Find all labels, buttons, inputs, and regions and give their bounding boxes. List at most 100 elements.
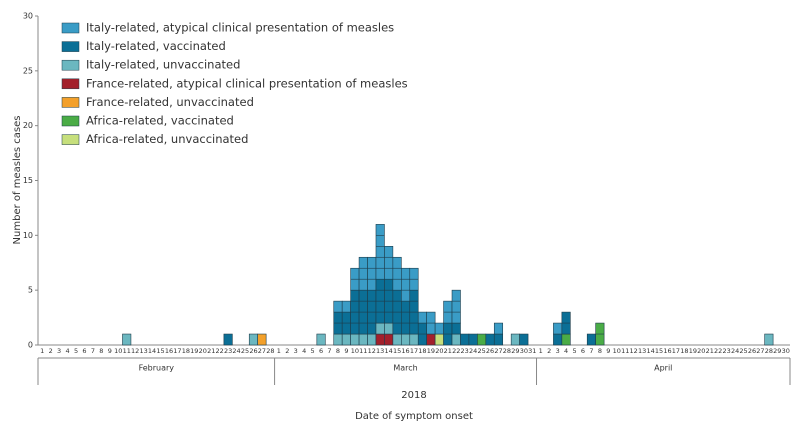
x-tick-label: 18: [680, 347, 688, 355]
bar-segment: [392, 333, 402, 346]
bar-segment: [401, 267, 411, 302]
x-tick-label: 24: [232, 347, 240, 355]
x-tick-label: 23: [224, 347, 232, 355]
bar-segment: [401, 300, 411, 335]
x-tick-label: 11: [621, 347, 629, 355]
bar-segment: [375, 322, 385, 335]
x-tick-label: 11: [359, 347, 367, 355]
bar-segment: [417, 311, 427, 324]
legend-swatch: [61, 41, 80, 52]
x-tick-label: 16: [663, 347, 671, 355]
legend-label: Africa-related, unvaccinated: [86, 132, 248, 146]
bar-segment: [561, 333, 571, 346]
x-tick-label: 5: [311, 347, 315, 355]
bar-segment: [553, 333, 563, 346]
legend-swatch: [61, 22, 80, 34]
bar-segment: [477, 333, 487, 346]
x-tick-label: 19: [427, 347, 435, 355]
x-tick-label: 30: [520, 347, 528, 355]
x-tick-label: 2: [285, 347, 289, 355]
x-tick-label: 2: [547, 347, 551, 355]
x-tick-label: 8: [336, 347, 340, 355]
bar-segment: [122, 333, 132, 346]
x-tick-label: 18: [182, 347, 190, 355]
x-tick-label: 27: [494, 347, 502, 355]
x-tick-label: 3: [294, 347, 298, 355]
x-tick-label: 5: [74, 347, 78, 355]
bar-segment: [367, 333, 377, 346]
bar-segment: [367, 256, 377, 291]
x-tick-label: 20: [199, 347, 207, 355]
x-tick-label: 16: [401, 347, 409, 355]
x-tick-label: 13: [376, 347, 384, 355]
x-tick-label: 23: [722, 347, 730, 355]
x-tick-label: 23: [461, 347, 469, 355]
bar-segment: [333, 300, 343, 313]
bar-segment: [341, 333, 351, 346]
y-tick-label: 15: [23, 176, 33, 185]
bar-segment: [384, 246, 394, 280]
bar-segment: [350, 333, 360, 346]
x-tick-label: 10: [613, 347, 621, 355]
x-tick-label: 30: [782, 347, 790, 355]
bar-segment: [316, 333, 326, 346]
x-tick-label: 27: [258, 347, 266, 355]
x-tick-label: 28: [266, 347, 274, 355]
x-tick-label: 18: [418, 347, 426, 355]
x-tick-label: 9: [108, 347, 112, 355]
legend-label: Italy-related, atypical clinical present…: [86, 21, 394, 35]
legend-label: Italy-related, unvaccinated: [86, 58, 240, 72]
x-tick-label: 7: [91, 347, 95, 355]
bar-segment: [434, 322, 444, 335]
x-tick-label: 25: [477, 347, 485, 355]
x-tick-label: 29: [773, 347, 781, 355]
bar-segment: [451, 289, 461, 324]
legend-swatch: [61, 59, 80, 71]
x-tick-label: 13: [139, 347, 147, 355]
bar-segment: [341, 300, 351, 313]
x-tick-label: 9: [606, 347, 610, 355]
x-tick-label: 12: [368, 347, 376, 355]
bar-segment: [409, 333, 419, 346]
x-tick-label: 19: [689, 347, 697, 355]
bar-segment: [426, 333, 436, 346]
legend-swatch: [61, 78, 80, 90]
x-tick-label: 1: [40, 347, 44, 355]
x-tick-label: 20: [697, 347, 705, 355]
bar-segment: [553, 322, 563, 335]
x-tick-label: 8: [598, 347, 602, 355]
x-tick-label: 17: [672, 347, 680, 355]
x-tick-label: 19: [190, 347, 198, 355]
x-tick-label: 14: [385, 347, 393, 355]
x-tick-label: 27: [756, 347, 764, 355]
x-tick-label: 29: [511, 347, 519, 355]
x-tick-label: 21: [706, 347, 714, 355]
x-tick-label: 10: [114, 347, 122, 355]
y-tick-label: 0: [28, 341, 33, 350]
bar-segment: [451, 333, 461, 346]
x-tick-label: 26: [748, 347, 756, 355]
bar-segment: [358, 333, 368, 346]
x-tick-label: 28: [503, 347, 511, 355]
legend-swatch: [61, 134, 80, 145]
bar-segment: [375, 333, 385, 346]
legend-swatch: [61, 115, 80, 127]
x-tick-label: 17: [173, 347, 181, 355]
x-tick-label: 12: [131, 347, 139, 355]
x-tick-label: 22: [452, 347, 460, 355]
x-tick-label: 26: [249, 347, 257, 355]
x-tick-label: 10: [351, 347, 359, 355]
bar-segment: [434, 333, 444, 346]
bar-segment: [384, 322, 394, 335]
x-tick-label: 25: [241, 347, 249, 355]
legend-swatch: [61, 97, 80, 108]
x-tick-label: 2: [49, 347, 53, 355]
y-axis-label: Number of measles cases: [12, 116, 23, 245]
x-tick-label: 25: [739, 347, 747, 355]
x-tick-label: 1: [277, 347, 281, 355]
x-tick-label: 6: [319, 347, 323, 355]
x-tick-label: 13: [638, 347, 646, 355]
x-tick-label: 14: [646, 347, 654, 355]
group-label: February: [139, 364, 175, 373]
legend-label: Italy-related, vaccinated: [86, 39, 226, 53]
